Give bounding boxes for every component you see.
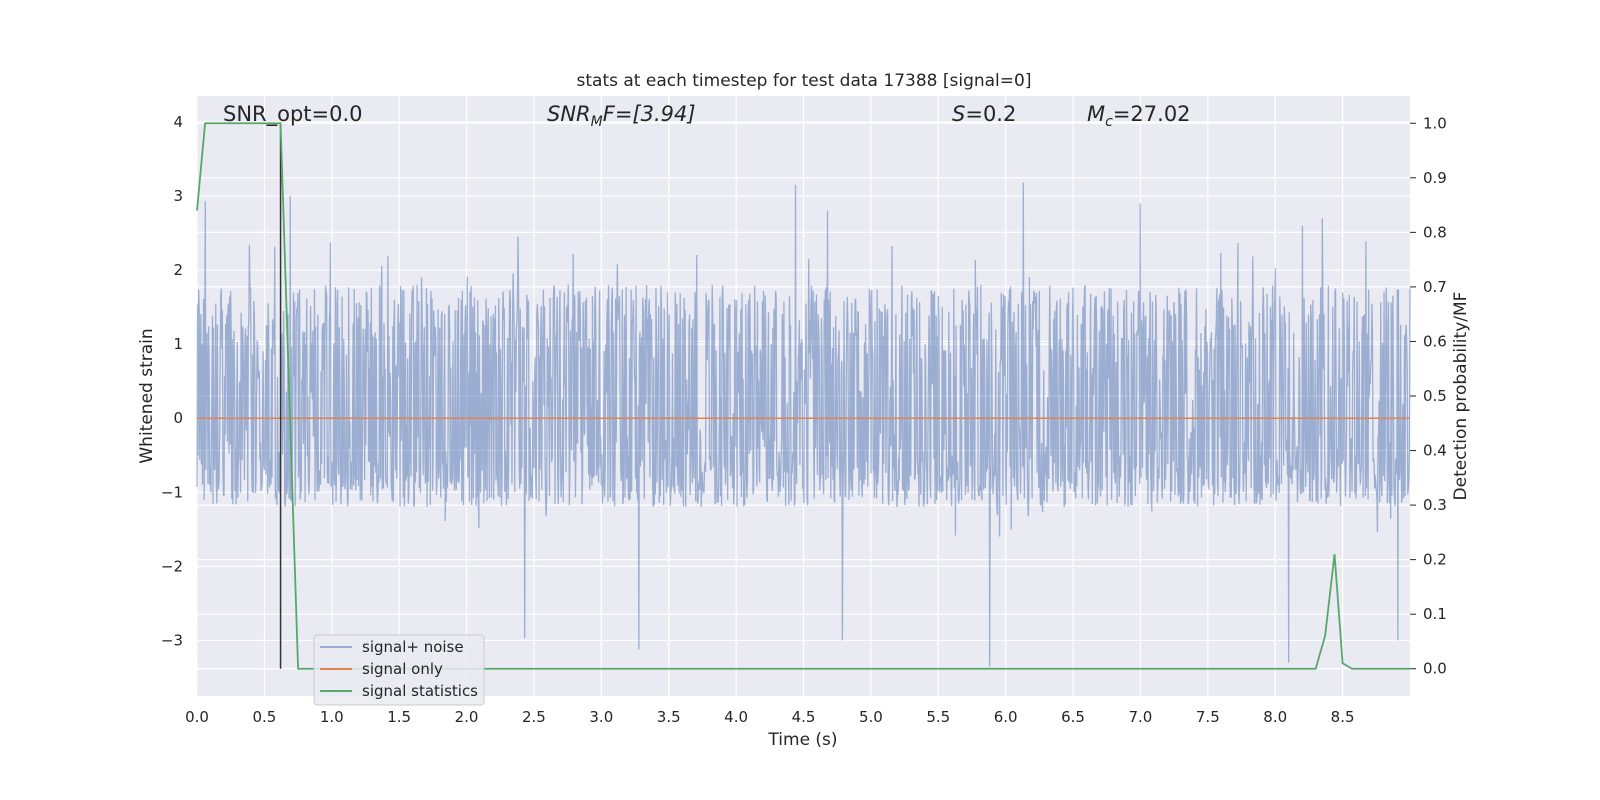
- annotations: SNR_opt=0.0 SNRMF=[3.94] S=0.2 Mc=27.02: [223, 102, 1191, 130]
- annotation-snr-mf: SNRMF=[3.94]: [547, 102, 696, 130]
- x-tick-label: 8.5: [1331, 708, 1355, 726]
- y-tick-label: 0: [173, 409, 183, 427]
- x-tick-label: 8.0: [1263, 708, 1287, 726]
- x-tick-label: 7.5: [1196, 708, 1220, 726]
- x-tick-label: 3.0: [589, 708, 613, 726]
- x-tick-label: 7.0: [1129, 708, 1153, 726]
- x-tick-label: 2.0: [455, 708, 479, 726]
- chart-title: stats at each timestep for test data 173…: [577, 71, 1032, 91]
- y-tick-label: −2: [161, 557, 183, 575]
- legend-label-signal-only: signal only: [362, 660, 443, 678]
- y-tick-label: 1: [173, 335, 183, 353]
- legend-box: [313, 634, 485, 706]
- x-tick-label: 0.5: [252, 708, 276, 726]
- annotation-s: S=0.2: [952, 102, 1016, 126]
- x-tick-label: 1.5: [387, 708, 411, 726]
- series-line-signal-statistics: [196, 122, 1410, 670]
- y2-tick-label: 0.3: [1423, 496, 1447, 514]
- y2-tick-label: 0.4: [1423, 442, 1447, 460]
- y-tick-label: 3: [173, 187, 183, 205]
- x-tick-label: 5.5: [926, 708, 950, 726]
- y2-tick-label: 0.9: [1423, 169, 1447, 187]
- y2-tick-label: 0.8: [1423, 223, 1447, 241]
- annotation-snr-opt: SNR_opt=0.0: [223, 102, 363, 127]
- x-tick-label: 1.0: [320, 708, 344, 726]
- y2-axis-label: Detection probability/MF: [1451, 292, 1471, 501]
- x-tick-label: 4.5: [792, 708, 816, 726]
- legend: signal+ noise signal only signal statist…: [313, 634, 485, 706]
- y-tick-label: 4: [173, 113, 183, 131]
- y-tick-label: −3: [161, 631, 183, 649]
- legend-label-signal-statistics: signal statistics: [362, 682, 478, 700]
- annotation-mc: Mc=27.02: [1087, 102, 1191, 130]
- y2-tick-label: 0.1: [1423, 605, 1447, 623]
- y2-tick-label: 0.5: [1423, 387, 1447, 405]
- y2-tick-label: 0.6: [1423, 332, 1447, 350]
- y2-axis-ticks: 0.0 0.1 0.2 0.3 0.4 0.5 0.6 0.7 0.8 0.9 1.0: [1410, 114, 1447, 678]
- y-tick-label: 2: [173, 261, 183, 279]
- y-axis-label: Whitened strain: [137, 328, 157, 463]
- legend-label-signal-noise: signal+ noise: [362, 638, 464, 656]
- y-tick-label: −1: [161, 483, 183, 501]
- x-axis-ticks: 0.0 0.5 1.0 1.5 2.0 2.5 3.0 3.5 4.0 4.5 5.0 5.5 6.0 6…: [185, 708, 1354, 726]
- signal-statistics-series: [196, 122, 1410, 670]
- x-tick-label: 6.5: [1061, 708, 1085, 726]
- y2-tick-label: 1.0: [1423, 114, 1447, 132]
- x-tick-label: 2.5: [522, 708, 546, 726]
- x-axis-label: Time (s): [767, 730, 837, 750]
- x-tick-label: 4.0: [724, 708, 748, 726]
- y-axis-ticks: −3 −2 −1 0 1 2 3 4: [161, 113, 183, 650]
- x-tick-label: 0.0: [185, 708, 209, 726]
- y2-tick-label: 0.7: [1423, 278, 1447, 296]
- x-tick-label: 5.0: [859, 708, 883, 726]
- y2-tick-label: 0.0: [1423, 660, 1447, 678]
- x-tick-label: 6.0: [994, 708, 1018, 726]
- y2-tick-label: 0.2: [1423, 551, 1447, 569]
- x-tick-label: 3.5: [657, 708, 681, 726]
